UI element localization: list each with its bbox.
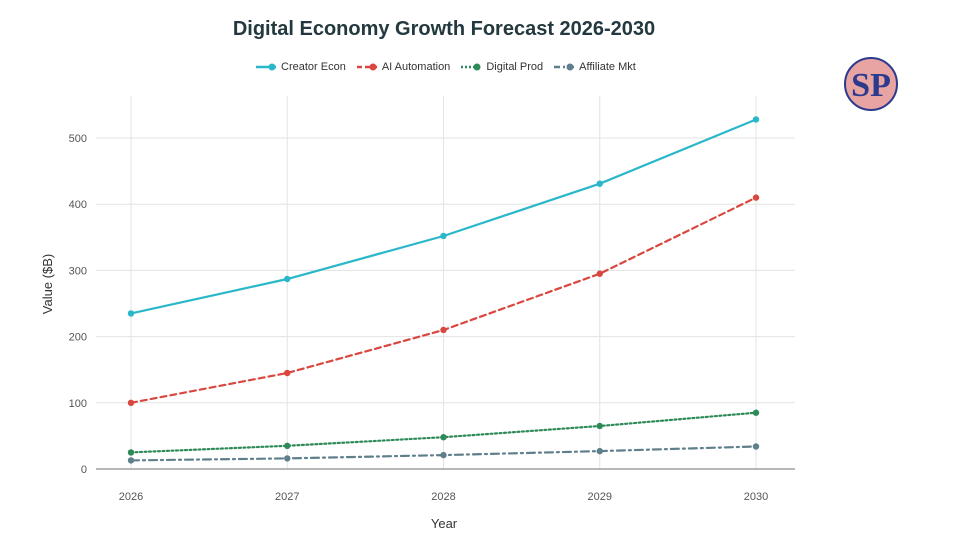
data-point-ai-automation[interactable] bbox=[752, 194, 760, 201]
legend-label-creator-econ: Creator Econ bbox=[281, 61, 346, 73]
legend-item-creator-econ[interactable]: Creator Econ bbox=[255, 61, 346, 73]
data-point-digital-prod[interactable] bbox=[284, 442, 291, 450]
x-tick-label: 2027 bbox=[275, 491, 299, 503]
legend-swatch-creator-econ bbox=[256, 63, 276, 71]
x-tick-label: 2029 bbox=[588, 491, 612, 503]
data-point-affiliate-mkt[interactable] bbox=[752, 443, 760, 450]
chart-legend: Creator Econ AI Automation Digital Prod … bbox=[255, 59, 636, 75]
series-group bbox=[127, 116, 760, 464]
data-point-creator-econ[interactable] bbox=[596, 180, 603, 187]
legend-item-digital-prod[interactable]: Digital Prod bbox=[460, 61, 543, 73]
x-tick-label: 2030 bbox=[744, 491, 768, 503]
y-tick-label: 400 bbox=[69, 199, 87, 211]
legend-label-digital-prod: Digital Prod bbox=[486, 61, 544, 73]
data-point-affiliate-mkt[interactable] bbox=[127, 457, 135, 464]
legend-swatch-ai-automation bbox=[356, 63, 377, 71]
legend-item-ai-automation[interactable]: AI Automation bbox=[356, 61, 451, 73]
legend-label-affiliate-mkt: Affiliate Mkt bbox=[579, 61, 636, 73]
x-tick-label: 2028 bbox=[431, 491, 455, 503]
x-axis-title: Year bbox=[431, 516, 458, 531]
y-tick-label: 0 bbox=[81, 464, 87, 476]
legend-swatch-digital-prod bbox=[461, 63, 482, 71]
data-point-ai-automation[interactable] bbox=[440, 326, 447, 334]
axes: 0 100 200 300 400 500 2026 2027 2028 2029 2030 bbox=[69, 133, 795, 503]
legend-item-affiliate-mkt[interactable]: Affiliate Mkt bbox=[553, 61, 636, 73]
y-axis-title: Value ($B) bbox=[40, 254, 55, 314]
data-point-ai-automation[interactable] bbox=[284, 369, 291, 377]
legend-swatch-affiliate-mkt bbox=[554, 63, 575, 71]
data-point-ai-automation[interactable] bbox=[596, 270, 603, 277]
x-tick-label: 2026 bbox=[119, 491, 143, 503]
data-point-digital-prod[interactable] bbox=[752, 409, 760, 416]
data-point-creator-econ[interactable] bbox=[440, 232, 447, 240]
sp-monogram-logo: SP bbox=[844, 57, 898, 111]
data-point-ai-automation[interactable] bbox=[127, 399, 135, 406]
y-tick-label: 100 bbox=[69, 398, 87, 410]
grid-lines bbox=[96, 96, 795, 470]
data-point-digital-prod[interactable] bbox=[440, 434, 447, 441]
y-tick-label: 500 bbox=[69, 133, 87, 145]
data-point-digital-prod[interactable] bbox=[127, 449, 135, 456]
data-point-affiliate-mkt[interactable] bbox=[440, 451, 447, 459]
data-point-affiliate-mkt[interactable] bbox=[284, 455, 291, 462]
data-point-creator-econ[interactable] bbox=[127, 310, 135, 317]
y-tick-label: 300 bbox=[69, 265, 87, 277]
data-point-creator-econ[interactable] bbox=[284, 275, 291, 283]
data-point-affiliate-mkt[interactable] bbox=[596, 447, 603, 455]
logo-letters: SP bbox=[851, 67, 891, 104]
y-tick-label: 200 bbox=[69, 332, 87, 344]
legend-label-ai-automation: AI Automation bbox=[381, 61, 451, 73]
data-point-digital-prod[interactable] bbox=[596, 422, 603, 430]
data-point-creator-econ[interactable] bbox=[752, 116, 760, 123]
chart-title: Digital Economy Growth Forecast 2026-203… bbox=[232, 18, 656, 40]
